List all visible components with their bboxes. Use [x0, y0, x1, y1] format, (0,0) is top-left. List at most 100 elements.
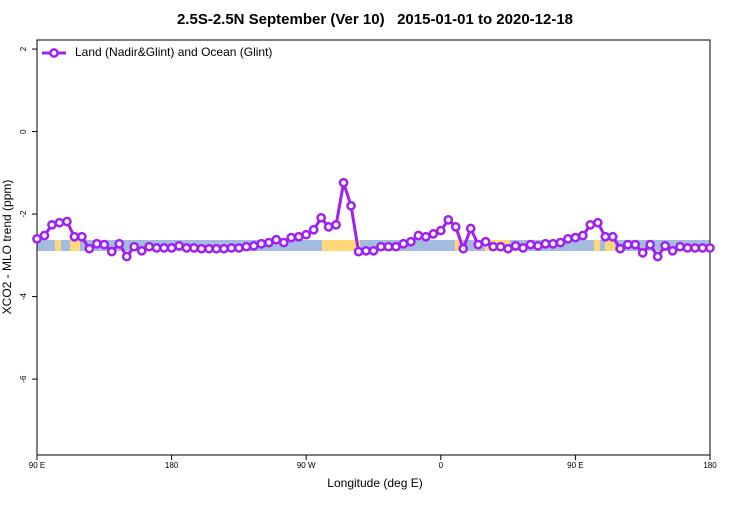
data-point	[69, 231, 80, 242]
x-axis-label: Longitude (deg E)	[327, 476, 422, 490]
data-point	[136, 245, 147, 256]
data-point	[368, 245, 379, 256]
data-point	[91, 238, 102, 249]
y-tick-label: -6	[19, 375, 28, 383]
x-tick-label: 180	[703, 461, 717, 470]
x-tick-label: 90 E	[567, 461, 583, 470]
data-point	[293, 231, 304, 242]
data-point	[256, 238, 267, 249]
data-point	[533, 240, 543, 251]
data-point	[428, 229, 439, 239]
data-point	[219, 243, 229, 254]
y-tick-label: -2	[19, 210, 28, 218]
data-point	[495, 241, 506, 252]
data-point	[406, 236, 416, 247]
data-point	[189, 243, 199, 253]
data-point	[271, 234, 282, 245]
data-point	[308, 224, 319, 235]
data-point	[420, 231, 431, 242]
data-point	[667, 245, 678, 256]
data-point	[376, 241, 386, 252]
data-point	[622, 239, 633, 250]
data-point	[338, 177, 349, 188]
data-point	[548, 238, 558, 249]
data-point	[607, 231, 618, 242]
data-point	[346, 200, 356, 211]
x-tick-label: 0	[439, 461, 444, 470]
data-point	[518, 243, 528, 253]
data-point	[630, 239, 641, 250]
data-point	[473, 239, 484, 250]
y-tick-label: -4	[19, 292, 28, 300]
data-point	[204, 243, 214, 254]
data-point	[241, 241, 252, 252]
data-point	[331, 219, 341, 230]
data-point	[488, 241, 498, 252]
data-point	[361, 245, 371, 256]
y-tick-label: 0	[19, 129, 28, 134]
data-point	[682, 243, 693, 253]
data-point	[570, 232, 581, 243]
data-point	[62, 216, 72, 227]
data-point	[563, 233, 573, 244]
data-point	[278, 237, 289, 248]
data-point	[211, 243, 222, 254]
data-point	[555, 237, 566, 248]
y-axis-label: XCO2 - MLO trend (ppm)	[0, 180, 14, 315]
legend-marker	[49, 48, 59, 58]
data-point	[637, 248, 648, 258]
data-point	[129, 241, 140, 252]
data-point	[465, 223, 476, 234]
data-point	[398, 238, 409, 249]
data-point	[77, 231, 87, 242]
data-point	[144, 241, 155, 252]
data-point	[600, 231, 611, 242]
data-point	[159, 243, 169, 253]
data-point	[121, 251, 132, 262]
data-point	[458, 243, 469, 254]
data-point	[47, 219, 57, 230]
data-point	[435, 225, 446, 236]
data-point	[443, 215, 454, 225]
data-point	[151, 243, 162, 253]
data-point	[181, 243, 192, 253]
data-point	[697, 243, 708, 253]
data-point	[114, 238, 125, 249]
x-tick-label: 180	[165, 461, 179, 470]
data-point	[196, 243, 207, 254]
data-point	[174, 240, 184, 251]
data-point	[450, 222, 461, 232]
data-point	[54, 217, 65, 228]
data-point	[652, 251, 663, 262]
data-point	[690, 243, 700, 253]
data-point	[705, 243, 715, 253]
data-point	[39, 230, 50, 241]
data-point	[480, 236, 491, 247]
data-point	[323, 222, 334, 232]
data-point	[525, 239, 536, 250]
data-point	[99, 239, 110, 250]
data-point	[32, 233, 42, 244]
data-point	[316, 212, 327, 223]
data-point	[413, 230, 424, 241]
chart-title: 2.5S-2.5N September (Ver 10) 2015-01-01 …	[177, 11, 573, 28]
data-point	[286, 232, 297, 243]
data-point	[383, 241, 394, 252]
data-point	[585, 219, 596, 230]
data-point	[503, 243, 513, 254]
data-point	[540, 238, 551, 249]
data-point	[645, 239, 656, 250]
data-point	[615, 243, 626, 254]
data-point	[84, 243, 95, 254]
data-point	[391, 241, 401, 252]
data-point	[660, 240, 670, 251]
data-point	[592, 217, 603, 228]
data-point	[301, 229, 312, 240]
data-point	[249, 240, 259, 251]
data-point	[234, 243, 244, 253]
x-tick-label: 90 W	[297, 461, 316, 470]
data-point	[510, 240, 521, 251]
data-point	[106, 246, 117, 257]
legend-label: Land (Nadir&Glint) and Ocean (Glint)	[75, 45, 272, 59]
data-point	[166, 243, 177, 253]
